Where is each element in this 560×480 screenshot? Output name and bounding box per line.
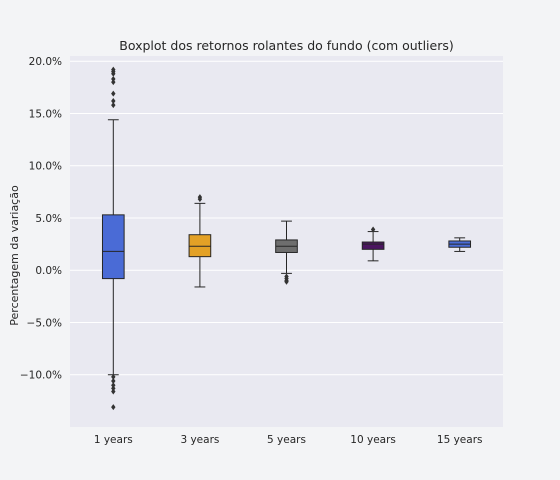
boxes-layer <box>101 66 472 411</box>
y-tick-label: 0.0% <box>35 265 62 277</box>
outlier-point <box>111 70 116 77</box>
box-group <box>101 66 125 411</box>
chart-title: Boxplot dos retornos rolantes do fundo (… <box>119 38 454 53</box>
y-tick-labels: −10.0% −5.0% 0.0% 5.0% 10.0% 15.0% 20.0% <box>20 56 62 382</box>
outlier-point <box>111 79 116 86</box>
y-tick-label: 5.0% <box>35 213 62 225</box>
outlier-point <box>111 388 116 395</box>
outlier-point <box>111 382 116 389</box>
outlier-point <box>111 373 116 380</box>
box-group <box>448 237 472 252</box>
y-tick-label: 15.0% <box>29 108 62 120</box>
box-group <box>275 220 298 285</box>
outlier-point <box>111 75 116 82</box>
box-group <box>188 194 212 288</box>
outlier-point <box>111 90 116 97</box>
outlier-point <box>370 226 376 233</box>
outlier-point <box>284 278 289 285</box>
x-tick-labels: 1 years 3 years 5 years 10 years 15 years <box>94 434 483 446</box>
x-tick-label: 10 years <box>350 434 396 446</box>
x-tick-label: 1 years <box>94 434 133 446</box>
box <box>361 241 385 250</box>
x-tick-label: 5 years <box>267 434 306 446</box>
outlier-point <box>111 378 116 385</box>
outlier-point <box>111 404 116 411</box>
box <box>101 214 125 280</box>
y-tick-label: 20.0% <box>29 56 62 68</box>
y-tick-label: −5.0% <box>27 317 62 329</box>
y-tick-label: −10.0% <box>20 370 62 382</box>
y-tick-label: 10.0% <box>29 161 62 173</box>
box-group <box>361 226 385 262</box>
outlier-point <box>111 97 116 104</box>
box <box>188 234 212 258</box>
x-tick-label: 15 years <box>437 434 483 446</box>
outlier-point <box>111 385 116 392</box>
x-tick-label: 3 years <box>180 434 219 446</box>
outlier-point <box>111 102 116 109</box>
y-axis-label: Percentagem da variação <box>8 185 21 326</box>
outlier-point <box>197 194 203 201</box>
